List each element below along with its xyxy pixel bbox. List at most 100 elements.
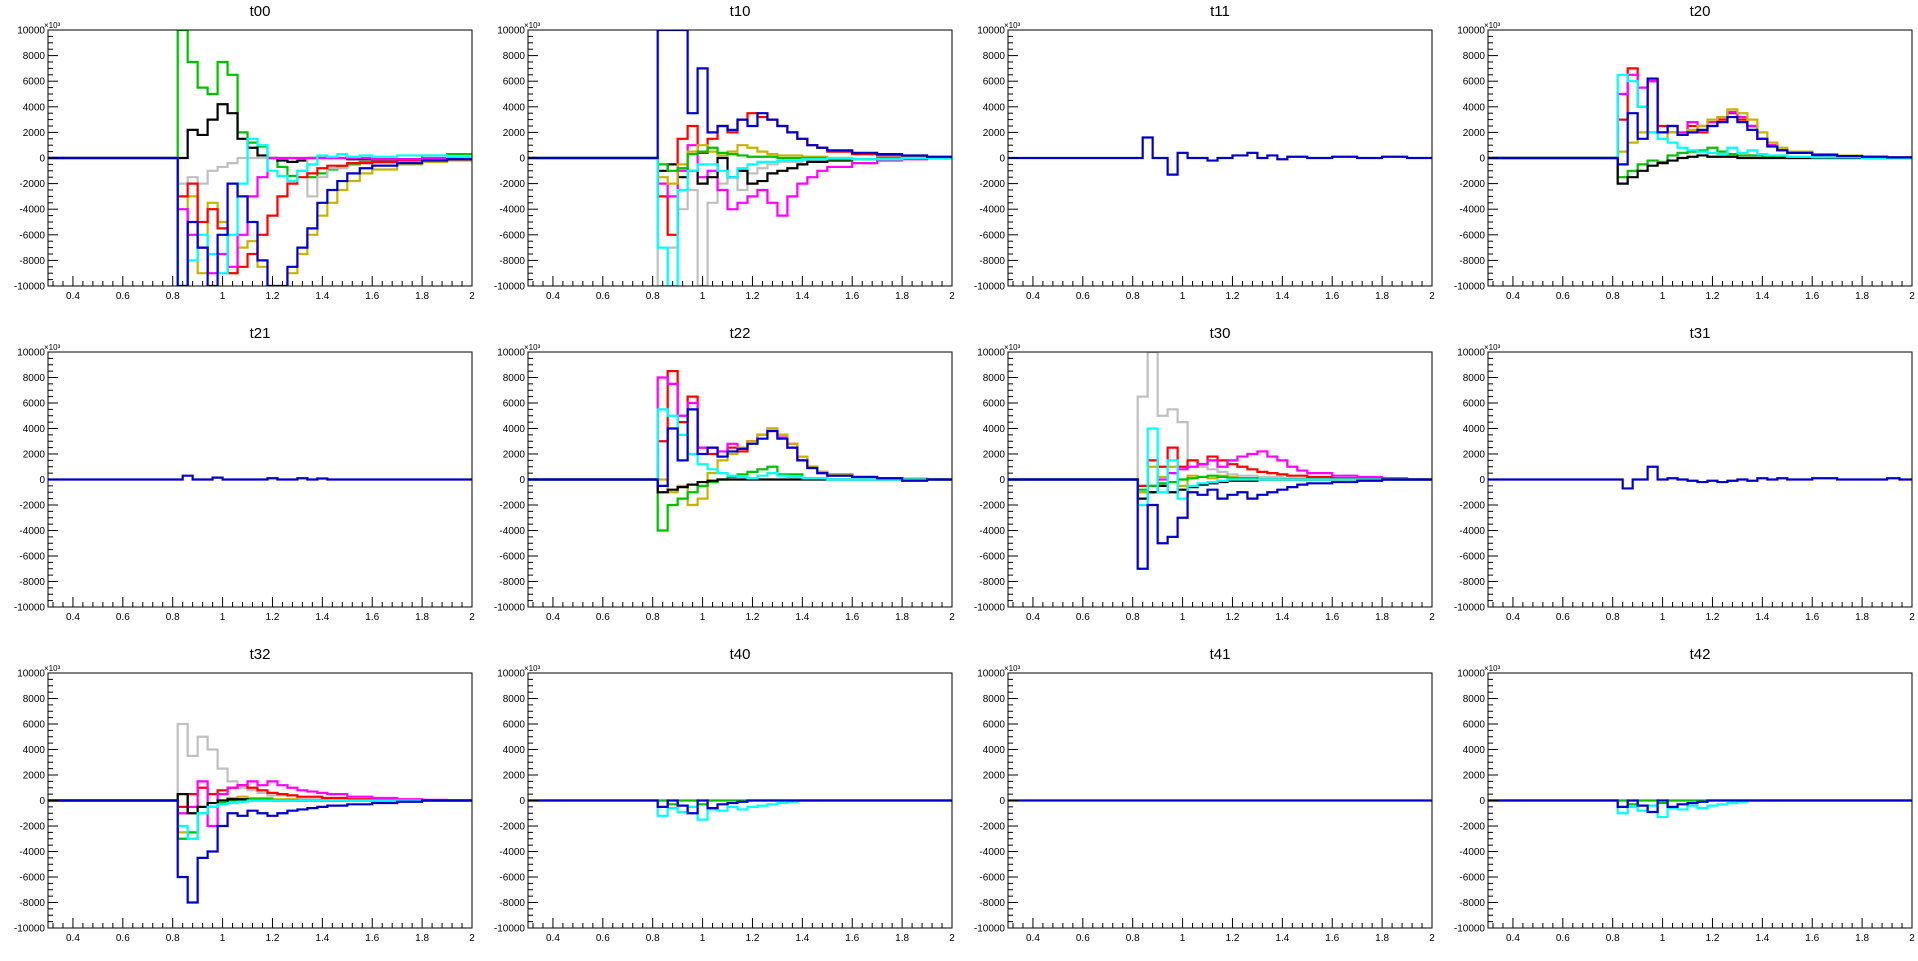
y-tick-label: -2000 xyxy=(1459,822,1485,833)
series-blue-line xyxy=(48,799,472,904)
x-tick-label: 1.4 xyxy=(1275,612,1289,623)
y-tick-label: 10000 xyxy=(17,348,45,359)
x-tick-label: 0.4 xyxy=(1026,612,1040,623)
series-green-line xyxy=(528,146,952,172)
x-tick-label: 1.2 xyxy=(266,612,280,623)
series-red-line xyxy=(528,112,952,236)
y-tick-label: 2000 xyxy=(23,128,46,139)
x-tick-label: 0.4 xyxy=(1026,291,1040,302)
panel-t20: t20 ×10³ 0.4 0.6 0.8 1 1.2 1.4 1.6 1.8 2 10000 8000 6… xyxy=(1454,3,1915,302)
y-tick-label: 6000 xyxy=(23,77,46,88)
series-blue-line xyxy=(1488,465,1912,490)
x-tick-label: 1.2 xyxy=(746,933,760,944)
y-tick-label: 2000 xyxy=(503,450,526,461)
x-tick-label: 0.6 xyxy=(1076,612,1090,623)
panel-title: t30 xyxy=(1210,325,1231,342)
y-tick-label: 6000 xyxy=(503,720,526,731)
y-tick-label: 0 xyxy=(999,475,1005,486)
x-tick-label: 0.6 xyxy=(1076,933,1090,944)
y-tick-label: -8000 xyxy=(499,898,525,909)
y-tick-label: -8000 xyxy=(19,256,45,267)
y-tick-label: 0 xyxy=(39,796,45,807)
series-cyan-line xyxy=(48,137,472,286)
y-tick-label: 10000 xyxy=(497,26,525,37)
y-tick-label: 4000 xyxy=(23,102,46,113)
y-tick-label: -8000 xyxy=(19,898,45,909)
series-black-line xyxy=(528,478,952,494)
series-magenta-line xyxy=(528,376,952,481)
x-tick-label: 0.8 xyxy=(166,933,180,944)
x-tick-label: 1 xyxy=(220,612,226,623)
y-tick-label: -8000 xyxy=(499,256,525,267)
x-tick-label: 1.6 xyxy=(1325,291,1339,302)
y-tick-label: -4000 xyxy=(499,205,525,216)
x-tick-label: 1.6 xyxy=(1325,933,1339,944)
y-tick-label: -10000 xyxy=(494,603,526,614)
series-blue-line xyxy=(1008,136,1432,176)
x-tick-label: 1.4 xyxy=(795,612,809,623)
series-black-line xyxy=(1488,154,1912,185)
y-tick-label: 8000 xyxy=(983,694,1006,705)
y-tick-label: -2000 xyxy=(19,179,45,190)
series-green-line xyxy=(528,799,952,806)
series-red-line xyxy=(48,156,472,275)
x-tick-label: 1.2 xyxy=(1226,933,1240,944)
x-tick-label: 1.2 xyxy=(266,291,280,302)
panel-title: t31 xyxy=(1690,325,1711,342)
y-multiplier-label: ×10³ xyxy=(44,21,61,30)
panel-title: t11 xyxy=(1210,3,1230,20)
x-tick-label: 1.4 xyxy=(315,933,329,944)
y-tick-label: 10000 xyxy=(977,348,1005,359)
x-tick-label: 2 xyxy=(1909,933,1915,944)
y-tick-label: 6000 xyxy=(23,399,46,410)
panel-t40: t40 ×10³ 0.4 0.6 0.8 1 1.2 1.4 1.6 1.8 2 10000 8000 6… xyxy=(494,646,955,944)
y-multiplier-label: ×10³ xyxy=(1484,343,1501,352)
x-tick-label: 1 xyxy=(700,291,706,302)
y-tick-label: -6000 xyxy=(19,552,45,563)
y-tick-label: 6000 xyxy=(1463,399,1486,410)
panel-title: t40 xyxy=(730,646,751,663)
y-tick-label: -10000 xyxy=(14,603,46,614)
series-red-line xyxy=(1488,67,1912,160)
y-tick-label: -8000 xyxy=(1459,256,1485,267)
y-tick-label: 10000 xyxy=(1457,669,1485,680)
y-tick-label: 4000 xyxy=(983,424,1006,435)
y-tick-label: -2000 xyxy=(979,179,1005,190)
series-blue-line xyxy=(1488,77,1912,166)
panel-t32: t32 ×10³ 0.4 0.6 0.8 1 1.2 1.4 1.6 1.8 2 10000 8000 6… xyxy=(14,646,475,944)
y-tick-label: 10000 xyxy=(497,669,525,680)
y-tick-label: 0 xyxy=(1479,154,1485,165)
panel-t11: t11 ×10³ 0.4 0.6 0.8 1 1.2 1.4 1.6 1.8 2 10000 8000 6… xyxy=(974,3,1435,302)
x-tick-label: 1.4 xyxy=(1755,291,1769,302)
series-red-line xyxy=(48,784,472,808)
y-tick-label: -8000 xyxy=(979,898,1005,909)
x-tick-label: 1.8 xyxy=(1855,933,1869,944)
y-tick-label: 0 xyxy=(999,154,1005,165)
y-tick-label: -10000 xyxy=(974,924,1006,935)
y-tick-label: -2000 xyxy=(979,501,1005,512)
series-blue-line xyxy=(1008,478,1432,570)
y-tick-label: 2000 xyxy=(503,771,526,782)
series-blue-line xyxy=(528,30,952,160)
x-tick-label: 0.8 xyxy=(166,612,180,623)
x-tick-label: 0.4 xyxy=(1506,291,1520,302)
x-tick-label: 2 xyxy=(1909,291,1915,302)
y-tick-label: -4000 xyxy=(1459,205,1485,216)
x-tick-label: 1.4 xyxy=(1275,933,1289,944)
y-tick-label: 4000 xyxy=(983,745,1006,756)
y-tick-label: 6000 xyxy=(503,77,526,88)
y-tick-label: 2000 xyxy=(983,771,1006,782)
y-tick-label: -10000 xyxy=(1454,603,1486,614)
series-magenta-line xyxy=(48,156,472,275)
x-tick-label: 1.4 xyxy=(795,291,809,302)
x-tick-label: 0.8 xyxy=(1126,933,1140,944)
y-tick-label: 0 xyxy=(519,475,525,486)
series-cyan-line xyxy=(1488,799,1912,819)
series-gray-line xyxy=(528,156,952,286)
x-tick-label: 1.6 xyxy=(1805,612,1819,623)
panel-t30: t30 ×10³ 0.4 0.6 0.8 1 1.2 1.4 1.6 1.8 2 10000 8000 6… xyxy=(974,325,1435,623)
x-tick-label: 0.4 xyxy=(546,291,560,302)
panel-title: t22 xyxy=(730,325,751,342)
y-multiplier-label: ×10³ xyxy=(524,343,541,352)
x-tick-label: 0.6 xyxy=(1556,933,1570,944)
